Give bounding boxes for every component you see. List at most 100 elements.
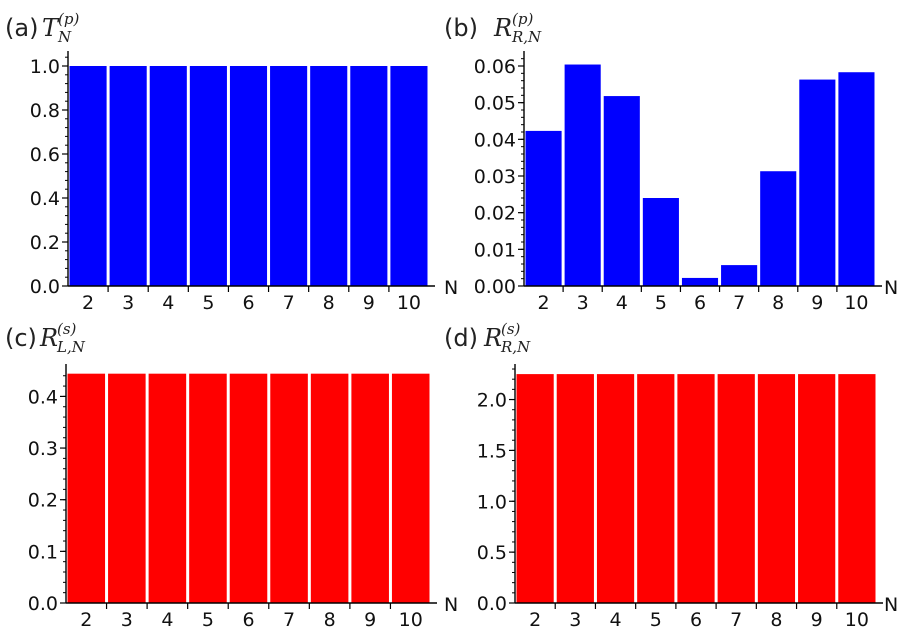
- panel-c: (c) R (s) L,N 2 3 4 5 6 7 8 9 100.00.10.20.30.4 …: [5, 320, 458, 631]
- panel-c-ytick-label: 0.3: [28, 438, 58, 460]
- panel-b-xtick-label: 3: [577, 292, 589, 314]
- panel-a-bar-4: [149, 66, 187, 286]
- panel-b-xtick-label: 7: [733, 292, 745, 314]
- panel-d-xtick-label: 6: [690, 609, 702, 631]
- panel-d-bar-5: [637, 374, 675, 603]
- panel-c-bar-6: [229, 373, 268, 603]
- panel-b-ytick-label: 0.01: [474, 239, 516, 261]
- panel-c-bars: [67, 373, 430, 603]
- panel-b-ytick-label: 0.05: [474, 93, 516, 115]
- panel-c-bar-10: [391, 373, 430, 603]
- panel-d: (d) R (s) R,N 2 3 4 5 6 7 8 9 100.00.51.01.52.0 …: [444, 320, 898, 631]
- panel-d-bar-7: [717, 374, 755, 603]
- panel-b-xtick-label: 9: [811, 292, 823, 314]
- panel-a-subscript: N: [57, 28, 72, 46]
- panel-d-xtick-label: 5: [650, 609, 662, 631]
- panel-a-axes: 2 3 4 5 6 7 8 9 10 0.0 0.2 0.4 0.6 0.8 1.0: [30, 51, 435, 314]
- panel-a-bar-7: [270, 66, 308, 286]
- panel-b-ytick-label: 0.02: [474, 203, 516, 225]
- panel-c-xtick-label: 5: [202, 609, 214, 631]
- panel-b-subscript: R,N: [511, 28, 542, 46]
- panel-b-xtick-label: 4: [616, 292, 628, 314]
- panel-c-ytick-label: 0.0: [28, 593, 58, 615]
- panel-a-ytick-label: 0.6: [30, 144, 60, 166]
- panel-b-bar-7: [721, 265, 758, 286]
- panel-c-xlabel: N: [444, 594, 458, 616]
- panel-a-xlabel: N: [444, 277, 458, 299]
- panel-b-bar-2: [525, 130, 562, 286]
- panel-b-bar-3: [564, 64, 601, 286]
- panel-c-symbol: R: [39, 324, 58, 352]
- panel-b-xtick-label: 5: [655, 292, 667, 314]
- panel-c-xtick-label: 10: [399, 609, 423, 631]
- panel-b-xtick-label: 10: [844, 292, 868, 314]
- panel-a-xtick-label: 8: [323, 292, 335, 314]
- panel-a-ytick-label: 0.0: [30, 276, 60, 298]
- panel-a-ytick-label: 0.4: [30, 188, 60, 210]
- panel-c-ytick-label: 0.2: [28, 490, 58, 512]
- panel-d-bar-2: [516, 374, 554, 603]
- panel-d-superscript: (s): [501, 320, 521, 338]
- panel-b-xlabel: N: [884, 277, 898, 299]
- panel-d-xtick-label: 8: [770, 609, 782, 631]
- panel-b-ytick-label: 0.04: [474, 129, 516, 151]
- panel-b-ytick-label: 0.06: [474, 56, 516, 78]
- panel-d-ytick-label: 0.5: [477, 542, 507, 564]
- panel-a-xtick-label: 6: [242, 292, 254, 314]
- panel-b: (b) R (p) R,N 2 3 4 5 6 7 8 9 10 0.00 0.01 0.02 0.03…: [444, 10, 898, 314]
- panel-c-bar-5: [189, 373, 227, 603]
- panel-a-bar-8: [310, 66, 348, 286]
- panel-d-bar-6: [677, 374, 715, 603]
- panel-b-bar-4: [603, 96, 640, 286]
- panel-c-bar-2: [67, 373, 106, 603]
- panel-c-bar-4: [148, 373, 187, 603]
- panel-a-ytick-label: 0.8: [30, 100, 60, 122]
- panel-d-bars: [516, 374, 876, 603]
- panel-b-axes: 2 3 4 5 6 7 8 9 10 0.00 0.01 0.02 0.03 0.04 0.05 0.06: [474, 51, 882, 314]
- panel-a-bar-5: [189, 66, 227, 286]
- panel-d-subscript: R,N: [500, 338, 531, 356]
- panel-a-xtick-label: 2: [82, 292, 94, 314]
- panel-d-bar-10: [838, 374, 876, 603]
- panel-c-bar-8: [310, 373, 349, 603]
- panel-d-axes: 2 3 4 5 6 7 8 9 10 0.0 0.5 1.0 1.5 2.0: [477, 364, 883, 631]
- panel-a-superscript: (p): [58, 10, 79, 28]
- panel-c-bar-9: [351, 373, 389, 603]
- panel-b-bars: [525, 64, 875, 286]
- panel-c-ytick-label: 0.4: [28, 386, 58, 408]
- panel-c-subscript: L,N: [56, 338, 86, 356]
- panel-c-bar-7: [270, 373, 308, 603]
- panel-c-xtick-label: 6: [242, 609, 254, 631]
- panel-b-superscript: (p): [512, 10, 533, 28]
- panel-b-bar-10: [838, 72, 875, 286]
- panel-c-ytick-label: 0.1: [28, 541, 58, 563]
- panel-b-symbol: R: [493, 14, 512, 42]
- panel-a-xtick-label: 3: [122, 292, 134, 314]
- panel-d-symbol: R: [483, 324, 502, 352]
- panel-d-bar-8: [757, 374, 796, 603]
- panel-a-label: (a): [5, 14, 38, 42]
- panel-d-xtick-label: 2: [529, 609, 541, 631]
- panel-b-ytick-label: 0.03: [474, 166, 516, 188]
- panel-a: (a) T (p) N 2 3 4 5 6 7 8 9 10 0.0 0.2 0.4 0.6 0.8 1.0…: [5, 10, 458, 314]
- panel-b-ytick-label: 0.00: [474, 276, 516, 298]
- panel-b-bar-9: [799, 79, 836, 286]
- panel-b-bar-6: [681, 277, 719, 286]
- panel-c-xtick-label: 7: [283, 609, 295, 631]
- panel-a-ytick-label: 1.0: [30, 56, 60, 78]
- panel-d-ytick-label: 1.5: [477, 440, 507, 462]
- panel-b-xtick-label: 2: [538, 292, 550, 314]
- panel-a-bars: [69, 66, 428, 286]
- panel-d-label: (d): [444, 324, 478, 352]
- panel-c-xtick-label: 3: [121, 609, 133, 631]
- panel-a-xtick-label: 5: [202, 292, 214, 314]
- panel-d-ytick-label: 0.0: [477, 593, 507, 615]
- panel-c-bar-3: [108, 373, 146, 603]
- panel-a-bar-2: [69, 66, 107, 286]
- panel-c-xtick-label: 8: [324, 609, 336, 631]
- panel-d-bar-4: [596, 374, 635, 603]
- panel-d-xlabel: N: [884, 594, 898, 616]
- panel-a-bar-10: [390, 66, 428, 286]
- panel-b-label: (b): [444, 14, 478, 42]
